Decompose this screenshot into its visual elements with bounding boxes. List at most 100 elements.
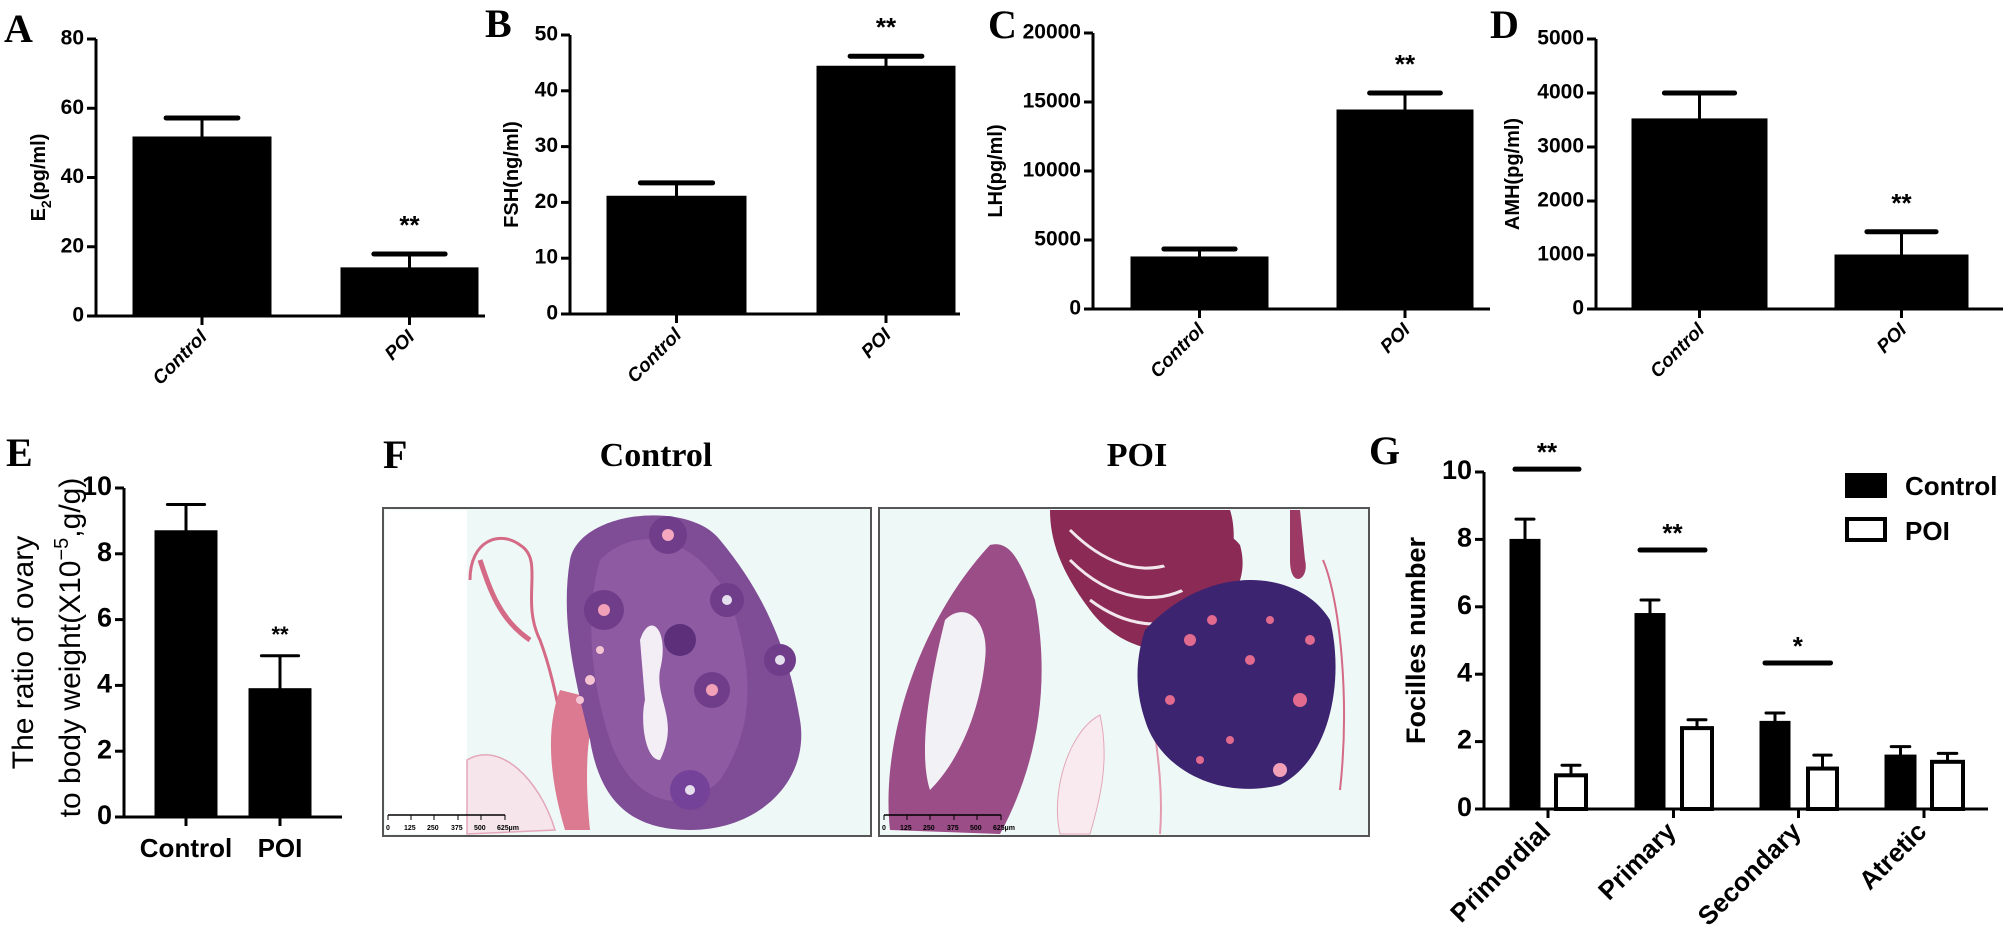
legend-swatch-poi: [1845, 517, 1887, 542]
bar-poi: [816, 65, 956, 315]
y-axis-label: FSH(ng/ml): [501, 121, 523, 228]
bar-control: [1130, 256, 1269, 310]
histology-title-poi: POI: [1107, 437, 1167, 474]
panel-letter: G: [1369, 428, 1400, 473]
y-tick-label: 30: [535, 134, 558, 157]
bar-poi: [248, 688, 312, 818]
y-axis-label: AMH(pg/ml): [1502, 118, 1524, 230]
y-tick-label: 15000: [1023, 90, 1081, 113]
y-tick-label: 40: [535, 78, 558, 101]
y-tick-label: 20: [535, 190, 558, 213]
y-tick-label: 6: [1457, 590, 1472, 620]
histology-image-poi: 0 125 250 375 500 625µm: [878, 507, 1370, 837]
significance-marker: **: [1395, 49, 1416, 79]
significance-marker: **: [399, 210, 420, 240]
y-tick-label: 5000: [1537, 27, 1584, 50]
y-tick-label: 2: [1457, 725, 1472, 755]
bar-control: [154, 530, 218, 818]
bar-control: [1509, 538, 1541, 810]
y-tick-label: 10: [1442, 455, 1472, 485]
y-axis-label-text: E: [28, 208, 50, 221]
y-tick-label: 2000: [1537, 189, 1584, 212]
y-axis-label-line1: The ratio of ovary: [7, 536, 40, 769]
y-tick-label: 10: [535, 246, 558, 269]
scale-bar: 0 125 250 375 500 625µm: [882, 814, 1015, 832]
y-axis-label-line2: to body weight(X10−5,g/g): [51, 478, 87, 818]
y-axis-label-text: FSH(ng/ml): [501, 121, 523, 228]
significance-marker: **: [271, 622, 289, 647]
legend-swatch-control: [1845, 473, 1887, 498]
chart-panel-g: G0246810Primordial**Primary**Secondary*A…: [1369, 428, 1997, 931]
scale-bar: 0 125 250 375 500 625µm: [386, 814, 519, 832]
y-tick-label: 0: [1069, 297, 1081, 320]
y-axis-label-subscript: 2: [38, 200, 54, 208]
y-tick-label: 4: [1457, 657, 1472, 687]
scale-label: 625µm: [993, 825, 1015, 832]
y-axis-label: LH(pg/ml): [985, 124, 1007, 217]
category-label: Control: [140, 833, 232, 863]
bar-control: [1884, 754, 1917, 810]
category-label: POI: [258, 833, 303, 863]
y-tick-label: 3000: [1537, 135, 1584, 158]
scale-label: 500: [474, 825, 486, 832]
bar-control: [132, 136, 272, 317]
scale-label: 125: [900, 825, 912, 832]
significance-marker: **: [1537, 437, 1558, 467]
y-tick-label: 4: [97, 669, 112, 699]
y-tick-label: 1000: [1537, 243, 1584, 266]
y-tick-label: 40: [61, 165, 84, 188]
chart-panel-e: E 0 2 4 6 8 10 Control POI ** The ratio of ovary to…: [6, 430, 342, 863]
scale-label: 625µm: [497, 825, 519, 832]
y-axis-label-text: AMH(pg/ml): [1502, 118, 1524, 230]
scale-label: 0: [386, 825, 390, 832]
y-tick-label: 4000: [1537, 81, 1584, 104]
bar-poi: [1554, 773, 1588, 811]
bar-poi: [1806, 766, 1839, 811]
panel-letter: D: [1490, 2, 1519, 47]
y-tick-label: 0: [97, 800, 112, 830]
panel-letter-f: F: [383, 432, 407, 477]
histology-title-control: Control: [600, 437, 713, 474]
legend-label: POI: [1905, 516, 1950, 546]
bar-poi: [1680, 726, 1714, 811]
panel-letter: B: [485, 1, 512, 46]
bar-control: [606, 195, 747, 315]
y-tick-label: 0: [72, 304, 84, 327]
y-axis-label-text: LH(pg/ml): [985, 124, 1007, 217]
y-axis-label: E2(pg/ml): [28, 134, 54, 222]
y-tick-label: 6: [97, 603, 112, 633]
legend: Control POI: [1845, 471, 1997, 546]
y-tick-label: 5000: [1034, 228, 1081, 251]
bar-control: [1631, 118, 1768, 310]
panel-f: F Control POI 0: [382, 432, 1370, 837]
scale-label: 375: [451, 825, 463, 832]
y-tick-label: 8: [1457, 523, 1472, 553]
bar-poi: [1336, 109, 1474, 310]
legend-label: Control: [1905, 471, 1997, 501]
y-tick-label: 20: [61, 234, 84, 257]
scale-label: 125: [404, 825, 416, 832]
y-tick-label: 50: [535, 23, 558, 46]
y-tick-label: 10000: [1023, 159, 1081, 182]
significance-marker: **: [1662, 518, 1683, 548]
panel-letter: C: [988, 2, 1017, 47]
y-axis-label-superscript: −5: [51, 538, 73, 561]
scale-label: 500: [970, 825, 982, 832]
bar-poi: [340, 267, 479, 317]
y-tick-label: 8: [97, 537, 112, 567]
y-axis-label-text: ,g/g): [54, 478, 87, 538]
significance-marker: **: [876, 12, 897, 42]
histology-image-control: 0 125 250 375 500 625µm: [382, 507, 872, 837]
significance-marker: **: [1891, 188, 1912, 218]
y-axis-label-text: to body weight(X10: [54, 561, 87, 818]
y-tick-label: 0: [1572, 297, 1584, 320]
y-tick-label: 10: [82, 471, 112, 501]
y-axis-label: Focilles number: [1401, 536, 1431, 744]
bar-poi: [1930, 759, 1965, 812]
scale-label: 375: [947, 825, 959, 832]
y-tick-label: 0: [1457, 792, 1472, 822]
y-tick-label: 60: [61, 96, 84, 119]
scale-label: 250: [923, 825, 935, 832]
